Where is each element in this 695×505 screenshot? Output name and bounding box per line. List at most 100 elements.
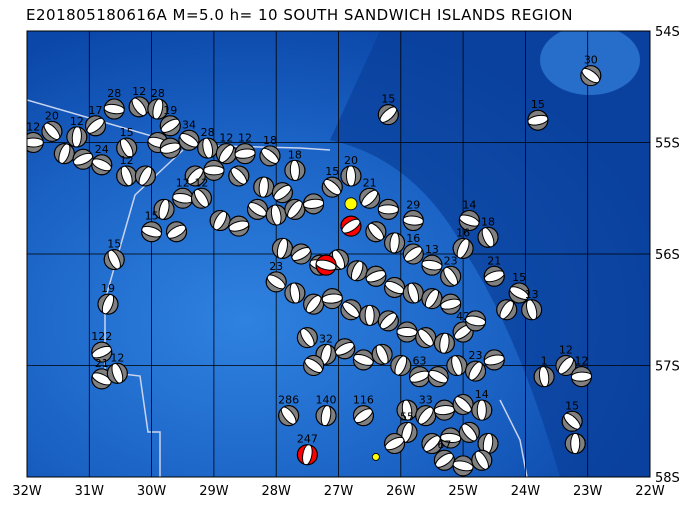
- focal-mechanism[interactable]: [321, 288, 344, 310]
- focal-mechanism[interactable]: 12: [215, 132, 237, 165]
- focal-mechanism[interactable]: 15: [527, 98, 549, 131]
- focal-mechanism[interactable]: 15: [508, 271, 531, 304]
- focal-mechanism[interactable]: [477, 432, 499, 455]
- focal-mechanism[interactable]: 140: [315, 394, 337, 427]
- focal-mechanism[interactable]: [439, 293, 462, 315]
- focal-mechanism[interactable]: [315, 254, 338, 276]
- focal-mechanism[interactable]: 28: [147, 87, 169, 120]
- focal-mechanism[interactable]: [433, 332, 455, 355]
- focal-mechanism[interactable]: 286: [278, 394, 300, 427]
- focal-mechanism[interactable]: 19: [97, 282, 119, 315]
- focal-mechanism[interactable]: 28: [103, 87, 126, 120]
- focal-mechanism[interactable]: [333, 338, 356, 360]
- focal-mechanism[interactable]: 34: [178, 118, 201, 151]
- focal-mechanism[interactable]: 23: [440, 254, 462, 287]
- focal-mechanism[interactable]: 33: [415, 394, 437, 427]
- focal-mechanism[interactable]: [377, 198, 399, 220]
- focal-mechanism[interactable]: [271, 237, 293, 260]
- focal-mechanism[interactable]: 12: [116, 154, 138, 187]
- focal-mechanism[interactable]: 21: [483, 254, 506, 287]
- focal-mechanism[interactable]: [421, 287, 443, 310]
- focal-mechanism[interactable]: 18: [259, 134, 281, 167]
- focal-mechanism[interactable]: [340, 299, 362, 321]
- focal-mechanism[interactable]: [452, 455, 474, 477]
- focal-mechanism[interactable]: 13: [521, 288, 543, 321]
- focal-mechanism[interactable]: 19: [159, 104, 182, 137]
- focal-mechanism[interactable]: 23: [265, 260, 287, 293]
- focal-mechanism[interactable]: [471, 449, 493, 472]
- focal-mechanism[interactable]: 12: [555, 344, 577, 377]
- focal-mechanism[interactable]: 15: [116, 126, 138, 159]
- focal-mechanism[interactable]: [427, 366, 450, 388]
- focal-mechanism[interactable]: [433, 399, 456, 421]
- focal-mechanism[interactable]: 12: [570, 355, 592, 388]
- focal-mechanism[interactable]: 20: [41, 109, 63, 142]
- focal-mechanism[interactable]: 15: [561, 399, 583, 432]
- focal-mechanism[interactable]: [365, 221, 387, 243]
- focal-mechanism[interactable]: 12: [190, 176, 212, 209]
- focal-mechanism[interactable]: [415, 327, 437, 349]
- focal-mechanism[interactable]: [464, 310, 487, 332]
- focal-mechanism[interactable]: [302, 355, 325, 376]
- focal-mechanism[interactable]: [384, 231, 406, 254]
- focal-mechanism[interactable]: 12: [234, 132, 256, 165]
- focal-mechanism[interactable]: 12: [23, 121, 44, 153]
- focal-mechanism[interactable]: 23: [465, 349, 487, 382]
- focal-mechanism[interactable]: 12: [66, 115, 88, 148]
- focal-mechanism[interactable]: [359, 304, 381, 326]
- focal-mechanism[interactable]: [402, 282, 424, 305]
- focal-mechanism[interactable]: [228, 165, 250, 187]
- focal-mechanism[interactable]: 16: [452, 226, 474, 259]
- focal-mechanism[interactable]: 21: [359, 176, 381, 209]
- focal-mechanism[interactable]: 12: [106, 351, 128, 384]
- focal-mechanism[interactable]: 17: [85, 104, 107, 137]
- focal-mechanism[interactable]: [383, 276, 406, 298]
- focal-mechanism[interactable]: [340, 215, 363, 237]
- focal-mechanism[interactable]: 15: [103, 238, 125, 271]
- focal-mechanism[interactable]: 28: [197, 126, 219, 159]
- focal-mechanism[interactable]: 13: [421, 243, 443, 276]
- focal-mechanism[interactable]: [458, 421, 480, 443]
- focal-mechanism[interactable]: 18: [477, 215, 499, 248]
- focal-mechanism[interactable]: 247: [296, 433, 318, 466]
- focal-mechanism[interactable]: [483, 349, 506, 371]
- focal-mechanism[interactable]: [383, 433, 406, 455]
- focal-mechanism[interactable]: [390, 354, 412, 377]
- focal-mechanism[interactable]: 122: [90, 330, 113, 363]
- focal-mechanism[interactable]: 67: [433, 438, 455, 471]
- focal-mechanism[interactable]: [203, 159, 225, 181]
- focal-mechanism[interactable]: 15: [321, 165, 343, 198]
- focal-mechanism[interactable]: 14: [471, 388, 493, 421]
- focal-mechanism[interactable]: [452, 394, 474, 416]
- focal-mechanism[interactable]: 20: [340, 154, 362, 187]
- focal-mechanism[interactable]: 12: [128, 85, 150, 118]
- focal-mechanism[interactable]: [284, 282, 306, 304]
- focal-mechanism[interactable]: [271, 182, 293, 204]
- focal-mechanism[interactable]: [284, 198, 306, 220]
- focal-mechanism[interactable]: [265, 204, 287, 226]
- focal-mechanism[interactable]: [253, 176, 275, 198]
- focal-mechanism[interactable]: [446, 354, 468, 377]
- focal-mechanism[interactable]: [421, 433, 443, 455]
- focal-mechanism[interactable]: 116: [352, 394, 374, 427]
- focal-mechanism[interactable]: 21: [90, 357, 113, 390]
- focal-mechanism[interactable]: [303, 293, 325, 315]
- focal-mechanism[interactable]: 63: [408, 355, 431, 388]
- focal-mechanism[interactable]: [396, 321, 418, 343]
- focal-mechanism[interactable]: [564, 433, 586, 455]
- focal-mechanism[interactable]: [246, 198, 269, 220]
- focal-mechanism[interactable]: [165, 221, 188, 243]
- focal-mechanism[interactable]: [209, 209, 231, 232]
- focal-mechanism[interactable]: 15: [377, 93, 400, 126]
- focal-mechanism[interactable]: 24: [90, 143, 113, 176]
- focal-mechanism[interactable]: [184, 165, 206, 187]
- focal-mechanism[interactable]: [377, 310, 399, 332]
- focal-mechanism[interactable]: [371, 343, 393, 366]
- focal-mechanism[interactable]: 29: [402, 199, 425, 232]
- focal-mechanism[interactable]: 14: [458, 199, 481, 232]
- focal-mechanism[interactable]: 18: [284, 148, 306, 181]
- focal-mechanism[interactable]: [364, 265, 387, 287]
- focal-mechanism[interactable]: [496, 298, 518, 321]
- focal-mechanism[interactable]: [153, 198, 175, 221]
- focal-mechanism[interactable]: [302, 193, 325, 215]
